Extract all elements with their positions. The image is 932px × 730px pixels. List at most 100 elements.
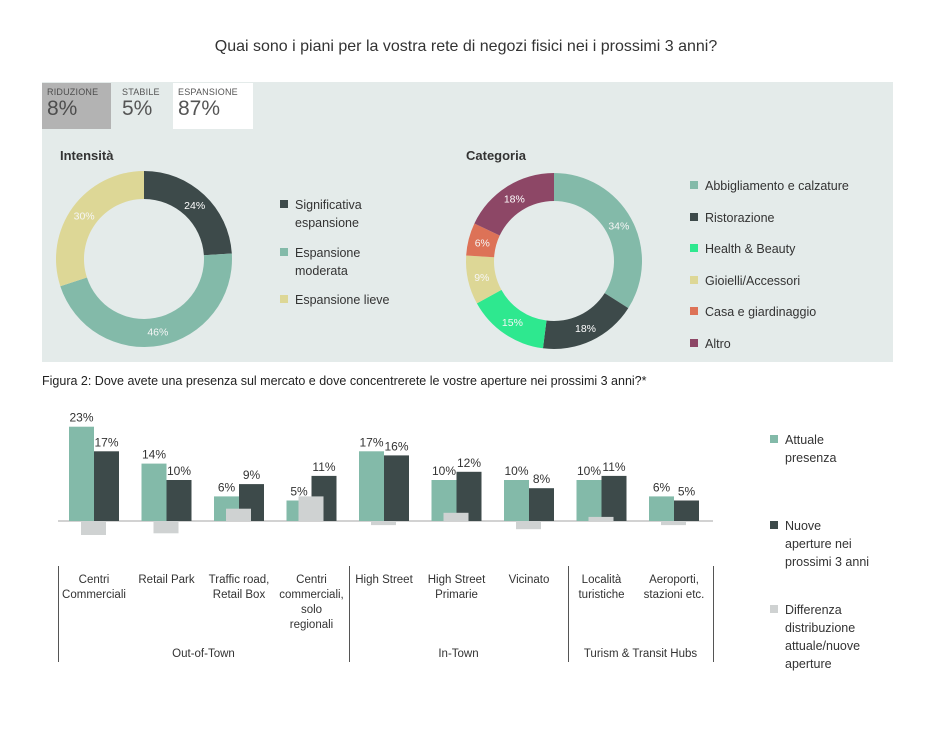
bar-differenza [443, 512, 469, 521]
bar-label-attuale: 6% [653, 480, 671, 494]
categoria-legend-item: Casa e giardinaggio [690, 303, 816, 321]
bar-differenza [298, 496, 324, 521]
legend-label: Espansione lieve [295, 293, 390, 307]
bar-legend-item: Attuale presenza [770, 431, 836, 467]
bar-category-label: High Street [355, 574, 413, 586]
categoria-legend-item: Ristorazione [690, 209, 774, 227]
bar-differenza [516, 521, 541, 530]
bar-label-attuale: 10% [432, 464, 456, 478]
bar-label-nuove: 17% [94, 435, 118, 449]
legend-label: Ristorazione [705, 210, 775, 225]
main-title: Quai sono i piani per la vostra rete di … [214, 38, 718, 55]
bar-category-label: Centri commerciali, solo regionali [279, 574, 344, 631]
bar-label-nuove: 11% [312, 460, 335, 474]
legend-label: Significativa espansione [295, 198, 362, 230]
bar-label-nuove: 8% [533, 472, 551, 486]
intensita-slice-label: 24% [184, 200, 205, 212]
bar-label-attuale: 6% [218, 480, 236, 494]
summary-stabile: STABILE 5% [117, 83, 167, 129]
bar-label-attuale: 10% [504, 464, 528, 478]
legend-swatch [280, 248, 288, 256]
bar-category-label: Centri Commerciali [62, 574, 126, 601]
bar-category-label: Traffic road, Retail Box [208, 574, 270, 601]
legend-label: Nuove aperture nei prossimi 3 anni [785, 519, 870, 569]
categoria-legend-item: Gioielli/Accessori [690, 272, 800, 290]
intensita-donut-chart: 24% 46% 30% [55, 171, 233, 347]
bar-nuove [384, 455, 409, 521]
summary-espansione-label: ESPANSIONE [178, 87, 238, 97]
bar-group-label: Turism & Transit Hubs [583, 648, 698, 660]
categoria-slice [554, 173, 642, 309]
bar-category-label: High Street Primarie [427, 574, 486, 601]
bar-attuale [504, 480, 529, 521]
intensita-slice [144, 171, 232, 256]
legend-label: Attuale presenza [785, 433, 837, 465]
legend-label: Gioielli/Accessori [705, 273, 801, 288]
categoria-title: Categoria [466, 148, 526, 163]
summary-espansione-value: 87% [178, 97, 221, 120]
intensita-slice [55, 171, 144, 287]
bar-differenza [153, 521, 179, 534]
bar-differenza [588, 516, 614, 521]
legend-swatch [770, 605, 778, 613]
intensita-legend-item: Significativa espansione [280, 196, 362, 232]
intensita-slice-label: 46% [147, 327, 168, 339]
intensita-legend-item: Espansione moderata [280, 244, 360, 280]
categoria-slice [476, 289, 547, 349]
summary-espansione: ESPANSIONE 87% [173, 83, 253, 129]
categoria-legend-item: Altro [690, 335, 731, 353]
categoria-slice-label: 15% [502, 317, 523, 329]
categoria-slice [466, 255, 502, 304]
bar-attuale [69, 426, 94, 521]
categoria-legend-item: Health & Beauty [690, 240, 795, 258]
legend-swatch [770, 435, 778, 443]
bar-label-nuove: 9% [243, 468, 261, 482]
group-separator [58, 566, 59, 662]
intensita-legend-item: Espansione lieve [280, 291, 390, 309]
bar-label-nuove: 11% [602, 460, 625, 474]
bar-label-attuale: 5% [290, 485, 308, 499]
bar-category-label: Aeroporti, stazioni etc. [643, 574, 705, 601]
legend-label: Casa e giardinaggio [705, 305, 817, 320]
categoria-slice [542, 293, 629, 349]
legend-label: Health & Beauty [705, 242, 796, 257]
legend-label: Altro [705, 337, 731, 351]
categoria-slice-label: 6% [475, 238, 490, 250]
presence-bar-chart: 23%17%14%10%6%9%5%11%17% 16%10%12%10%8%10… [58, 411, 713, 535]
bar-label-attuale: 14% [142, 448, 166, 462]
intensita-slice [60, 253, 233, 347]
bar-differenza [371, 521, 396, 526]
bar-label-nuove: 16% [384, 439, 408, 453]
bar-legend-item: Differenza distribuzione attuale/nuove aper… [770, 601, 860, 673]
legend-label: Espansione moderata [295, 246, 361, 278]
legend-swatch [690, 339, 698, 347]
categoria-slice-label: 18% [504, 194, 525, 206]
legend-swatch [690, 275, 698, 284]
summary-riduzione: RIDUZIONE 8% [42, 83, 111, 129]
summary-riduzione-label: RIDUZIONE [47, 87, 99, 97]
categoria-slice-label: 18% [575, 323, 596, 335]
bar-attuale [649, 496, 674, 521]
bar-nuove [94, 451, 119, 521]
legend-swatch [690, 244, 698, 253]
categoria-legend-item: Abbigliamento e calzature [690, 177, 849, 195]
bar-nuove [529, 488, 554, 521]
legend-swatch [690, 307, 698, 316]
bar-category-label: Retail Park [138, 574, 195, 586]
bar-nuove [674, 500, 699, 521]
bar-legend-item: Nuove aperture nei prossimi 3 anni [770, 517, 869, 571]
summary-stabile-label: STABILE [122, 87, 160, 97]
bar-nuove [601, 475, 627, 521]
categoria-slice [474, 173, 554, 236]
categoria-donut-chart: 34% 18% 15% 9% 6% 18% [466, 173, 642, 349]
legend-swatch [690, 212, 698, 221]
bar-label-nuove: 5% [678, 485, 696, 499]
bar-label-attuale: 23% [69, 411, 93, 425]
bar-differenza [661, 521, 686, 526]
bar-label-attuale: 10% [577, 464, 601, 478]
intensita-title: Intensità [60, 148, 114, 163]
legend-label: Abbigliamento e calzature [705, 179, 849, 193]
bar-label-nuove: 10% [167, 464, 191, 478]
bar-label-nuove: 12% [457, 456, 481, 470]
legend-swatch [280, 295, 288, 303]
